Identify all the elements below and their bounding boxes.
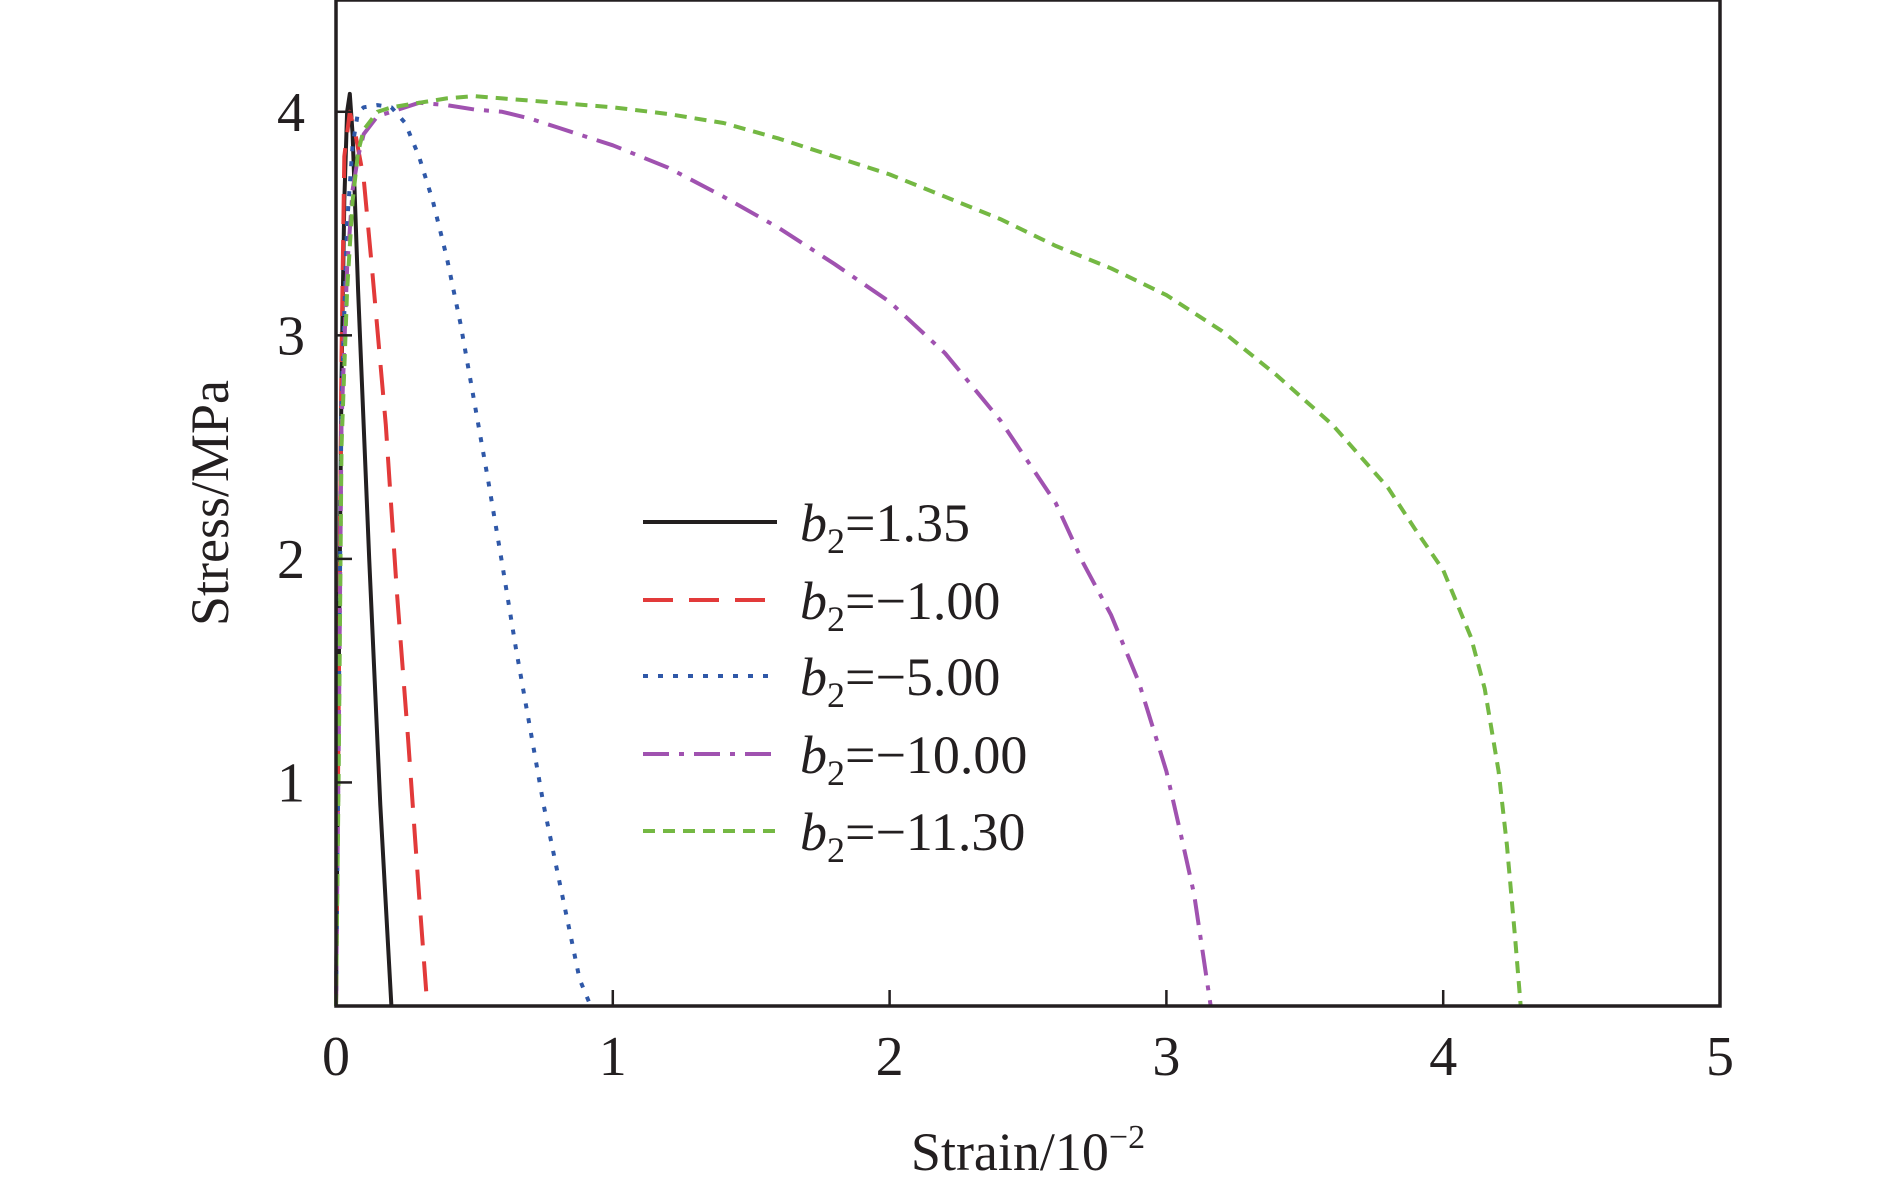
x-tick-label: 5	[1706, 1026, 1734, 1088]
plot-frame	[334, 0, 1722, 1008]
x-tick-label: 4	[1429, 1026, 1457, 1088]
legend-label-4: b2=−10.00	[800, 725, 1027, 793]
y-tick-label: 4	[277, 82, 305, 144]
y-axis-title: Stress/MPa	[180, 380, 240, 626]
x-tick-label: 2	[876, 1026, 904, 1088]
tick-layer: 0 1 2 3 4 5 1 2 3 4	[277, 82, 1734, 1088]
x-tick-label: 3	[1152, 1026, 1180, 1088]
x-tick-label: 1	[599, 1026, 627, 1088]
y-tick-label: 1	[277, 752, 305, 814]
legend-label-3: b2=−5.00	[800, 647, 1000, 715]
series-layer	[334, 91, 1523, 1007]
y-tick-label: 2	[277, 529, 305, 591]
legend-label-2: b2=−1.00	[800, 571, 1000, 639]
series-line-3	[334, 103, 593, 1007]
series-line-4	[334, 100, 1213, 1007]
y-tick-label: 3	[277, 305, 305, 367]
x-tick-label: 0	[322, 1026, 350, 1088]
legend-label-5: b2=−11.30	[800, 802, 1025, 870]
series-line-1	[334, 91, 394, 1007]
series-line-5	[334, 94, 1523, 1007]
legend-label-1: b2=1.35	[800, 493, 970, 561]
x-axis-title: Strain/10−2	[911, 1119, 1145, 1182]
legend: b2=1.35 b2=−1.00 b2=−5.00 b2=−10.00 b2=−11.3…	[643, 493, 1027, 870]
